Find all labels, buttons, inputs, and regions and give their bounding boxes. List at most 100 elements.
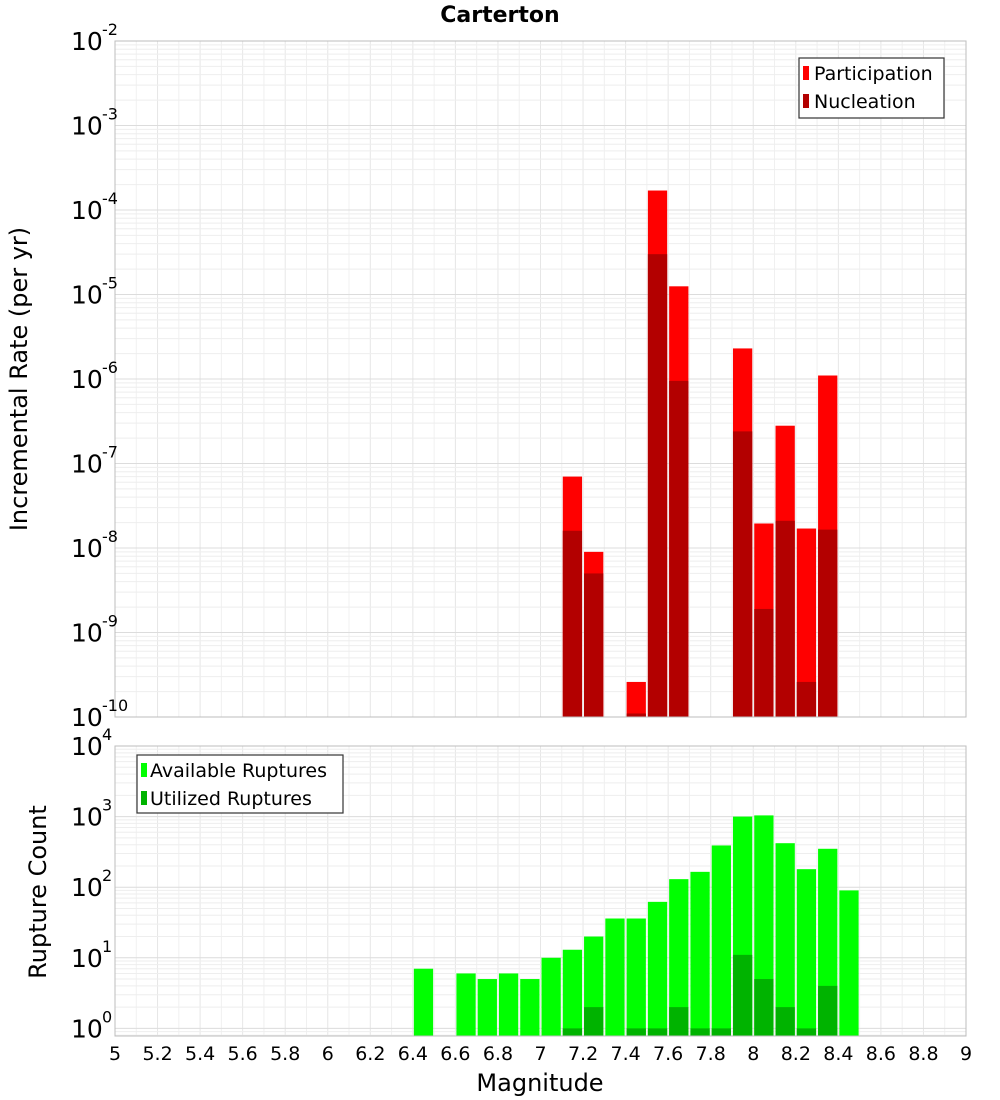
top-bar-nucleation bbox=[754, 608, 774, 717]
x-tick-label: 8.6 bbox=[866, 1043, 896, 1065]
x-tick-label: 5.4 bbox=[185, 1043, 215, 1065]
bottom-bar-available-ruptures bbox=[647, 901, 668, 1036]
x-tick-label: 6.6 bbox=[440, 1043, 470, 1065]
top-y-tick-label: 10 bbox=[71, 619, 103, 648]
bottom-bar-utilized-ruptures bbox=[796, 1028, 817, 1036]
bottom-bar-utilized-ruptures bbox=[562, 1028, 583, 1036]
top-y-tick-label: 10 bbox=[71, 27, 103, 56]
top-y-tick-exponent: -2 bbox=[102, 20, 118, 39]
top-y-tick-label: 10 bbox=[71, 365, 103, 394]
top-y-tick-exponent: -5 bbox=[102, 274, 118, 293]
legend-label-available: Available Ruptures bbox=[150, 760, 327, 782]
bottom-bar-utilized-ruptures bbox=[647, 1028, 668, 1036]
bottom-y-tick-exponent: 2 bbox=[102, 866, 112, 885]
bottom-bar-available-ruptures bbox=[669, 879, 689, 1036]
x-tick-label: 7.8 bbox=[696, 1043, 726, 1065]
top-plot-frame bbox=[114, 40, 967, 718]
bottom-bar-available-ruptures bbox=[605, 918, 625, 1036]
x-tick-label: 5.8 bbox=[270, 1043, 300, 1065]
bottom-y-tick-label: 10 bbox=[71, 873, 103, 902]
x-tick-label: 6.4 bbox=[398, 1043, 428, 1065]
x-tick-label: 8 bbox=[747, 1043, 759, 1065]
top-legend: Participation Nucleation bbox=[798, 57, 945, 119]
x-tick-label: 6.2 bbox=[355, 1043, 385, 1065]
x-tick-label: 6 bbox=[322, 1043, 334, 1065]
top-y-tick-label: 10 bbox=[71, 534, 103, 563]
top-y-axis-label: Incremental Rate (per yr) bbox=[5, 227, 33, 531]
x-tick-label: 7.2 bbox=[568, 1043, 598, 1065]
bottom-bar-utilized-ruptures bbox=[690, 1028, 710, 1036]
bottom-y-axis-label: Rupture Count bbox=[24, 805, 52, 979]
top-bar-nucleation bbox=[584, 573, 604, 717]
bottom-y-tick-exponent: 3 bbox=[102, 796, 112, 815]
x-tick-label: 7 bbox=[534, 1043, 546, 1065]
bottom-bar-utilized-ruptures bbox=[754, 979, 774, 1036]
bottom-bar-utilized-ruptures bbox=[818, 985, 838, 1036]
legend-label-utilized: Utilized Ruptures bbox=[150, 788, 312, 810]
top-y-tick-exponent: -9 bbox=[102, 612, 118, 631]
bottom-bars bbox=[413, 815, 859, 1036]
top-y-tick-exponent: -10 bbox=[102, 696, 128, 715]
top-bar-participation bbox=[626, 681, 646, 717]
top-y-tick-exponent: -8 bbox=[102, 527, 118, 546]
bottom-bar-available-ruptures bbox=[711, 845, 731, 1036]
top-y-tick-label: 10 bbox=[71, 196, 103, 225]
top-bar-nucleation bbox=[669, 380, 689, 717]
chart-title: Carterton bbox=[440, 3, 559, 28]
x-tick-label: 9 bbox=[960, 1043, 972, 1065]
top-y-tick-label: 10 bbox=[71, 450, 103, 479]
bottom-bar-utilized-ruptures bbox=[584, 1007, 604, 1036]
legend-swatch-available bbox=[141, 763, 147, 777]
top-y-tick-exponent: -3 bbox=[102, 105, 118, 124]
x-tick-label: 8.4 bbox=[823, 1043, 853, 1065]
incremental-rate-panel: 10-210-310-410-510-610-710-810-910-10 In… bbox=[5, 20, 967, 732]
top-y-tick-exponent: -4 bbox=[102, 189, 118, 208]
bottom-bar-available-ruptures bbox=[839, 890, 859, 1036]
bottom-bar-available-ruptures bbox=[456, 973, 476, 1036]
top-bar-participation bbox=[796, 528, 817, 717]
bottom-plot-frame bbox=[114, 745, 967, 1037]
top-y-tick-label: 10 bbox=[71, 281, 103, 310]
bottom-bar-available-ruptures bbox=[520, 979, 540, 1036]
top-bar-nucleation bbox=[647, 254, 668, 717]
x-tick-label: 5 bbox=[109, 1043, 121, 1065]
bottom-bar-available-ruptures bbox=[796, 869, 817, 1036]
bottom-bar-available-ruptures bbox=[498, 973, 519, 1036]
top-bar-nucleation bbox=[626, 713, 646, 717]
bottom-bar-utilized-ruptures bbox=[626, 1028, 646, 1036]
legend-swatch-participation bbox=[803, 66, 809, 80]
top-bar-nucleation bbox=[732, 431, 753, 717]
top-grid bbox=[115, 40, 966, 718]
bottom-y-tick-exponent: 1 bbox=[102, 937, 112, 956]
top-legend-box bbox=[798, 57, 945, 119]
bottom-legend: Available Ruptures Utilized Ruptures bbox=[136, 754, 344, 814]
bottom-y-tick-label: 10 bbox=[71, 803, 103, 832]
x-tick-label: 5.6 bbox=[228, 1043, 258, 1065]
x-tick-label: 6.8 bbox=[483, 1043, 513, 1065]
top-bar-nucleation bbox=[775, 520, 795, 717]
top-y-tick-exponent: -6 bbox=[102, 358, 118, 377]
legend-label-nucleation: Nucleation bbox=[814, 91, 916, 113]
bottom-bar-available-ruptures bbox=[562, 949, 583, 1036]
legend-swatch-nucleation bbox=[803, 94, 809, 108]
bottom-grid bbox=[115, 745, 966, 1036]
bottom-y-tick-exponent: 4 bbox=[102, 725, 112, 744]
top-bar-nucleation bbox=[562, 530, 583, 717]
x-tick-label: 7.6 bbox=[653, 1043, 683, 1065]
bottom-y-tick-label: 10 bbox=[71, 944, 103, 973]
bottom-y-tick-exponent: 0 bbox=[102, 1007, 112, 1026]
top-y-tick-exponent: -7 bbox=[102, 443, 118, 462]
legend-label-participation: Participation bbox=[814, 63, 933, 85]
top-y-ticks: 10-210-310-410-510-610-710-810-910-10 bbox=[71, 20, 128, 732]
x-axis-label: Magnitude bbox=[476, 1069, 603, 1097]
top-bars bbox=[562, 190, 838, 717]
x-tick-label: 7.4 bbox=[610, 1043, 640, 1065]
top-y-tick-label: 10 bbox=[71, 703, 103, 732]
bottom-legend-box bbox=[136, 754, 344, 814]
bottom-bar-utilized-ruptures bbox=[669, 1007, 689, 1036]
x-tick-label: 5.2 bbox=[142, 1043, 172, 1065]
bottom-y-tick-label: 10 bbox=[71, 1014, 103, 1043]
